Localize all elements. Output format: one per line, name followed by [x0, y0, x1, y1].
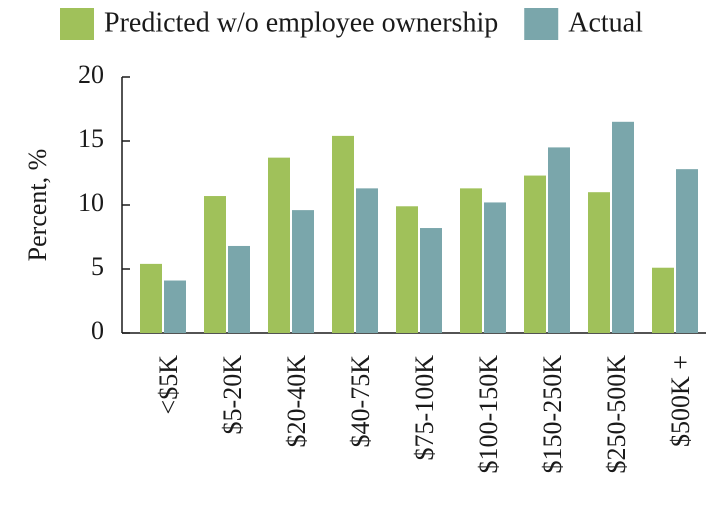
- x-tick-label: <$5K: [154, 355, 183, 415]
- bar: [268, 157, 290, 333]
- bar: [612, 121, 634, 333]
- x-tick-label: $75-100K: [410, 355, 439, 461]
- x-tick-label: $20-40K: [282, 355, 311, 448]
- bar: [676, 169, 698, 333]
- bar: [588, 192, 610, 333]
- legend-swatch: [524, 8, 559, 40]
- bar: [140, 263, 162, 333]
- y-tick-label: 10: [78, 188, 104, 217]
- x-tick-label: $100-150K: [474, 355, 503, 474]
- bar: [548, 147, 570, 333]
- bar: [652, 267, 674, 333]
- legend-label: Actual: [568, 7, 643, 38]
- bar: [396, 206, 418, 333]
- bar: [356, 188, 378, 333]
- y-tick-label: 15: [78, 124, 104, 153]
- x-tick-label: $150-250K: [538, 355, 567, 474]
- y-tick-label: 0: [91, 316, 104, 345]
- y-tick-label: 20: [78, 60, 104, 89]
- bar: [332, 135, 354, 333]
- x-tick-label: $40-75K: [346, 355, 375, 448]
- y-tick-label: 5: [91, 252, 104, 281]
- x-tick-label: $5-20K: [218, 355, 247, 435]
- y-axis-label: Percent, %: [23, 149, 52, 262]
- legend-swatch: [60, 8, 94, 40]
- x-tick-label: $250-500K: [602, 355, 631, 474]
- bar: [460, 188, 482, 333]
- bar: [164, 280, 186, 333]
- bar: [484, 202, 506, 333]
- bar: [420, 228, 442, 333]
- bar: [292, 210, 314, 333]
- x-tick-label: $500K +: [666, 355, 695, 447]
- bar: [524, 175, 546, 333]
- legend-label: Predicted w/o employee ownership: [104, 7, 498, 38]
- bar: [228, 245, 250, 333]
- bar: [204, 196, 226, 333]
